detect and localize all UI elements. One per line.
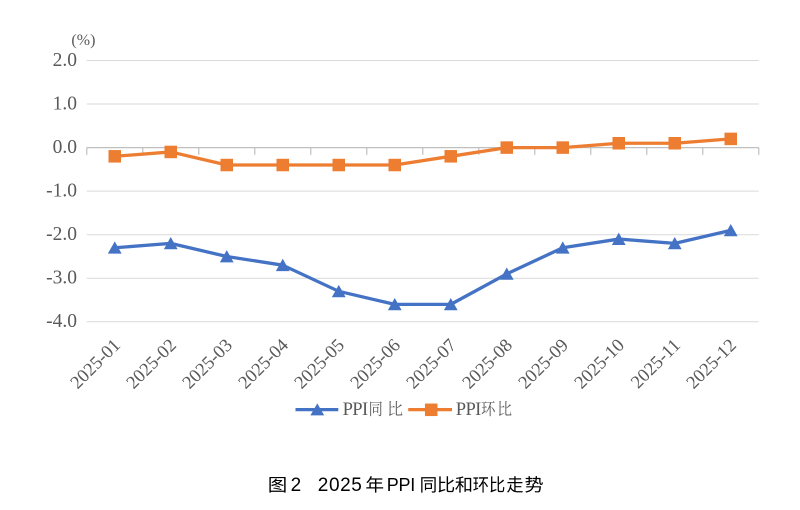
svg-text:PPI: PPI: [343, 399, 368, 420]
svg-text:2: 2: [291, 475, 302, 496]
svg-text:2025: 2025: [318, 475, 363, 496]
svg-text:-1.0: -1.0: [46, 181, 77, 202]
svg-text:-4.0: -4.0: [46, 311, 77, 332]
svg-text:PPI: PPI: [456, 399, 481, 420]
svg-text:0.0: 0.0: [53, 137, 77, 158]
svg-text:1.0: 1.0: [53, 93, 77, 114]
svg-text:2.0: 2.0: [53, 50, 77, 71]
svg-text:PPI: PPI: [387, 475, 415, 495]
svg-text:-2.0: -2.0: [46, 224, 77, 245]
svg-text:-3.0: -3.0: [46, 268, 77, 289]
svg-text:(%): (%): [71, 32, 95, 49]
